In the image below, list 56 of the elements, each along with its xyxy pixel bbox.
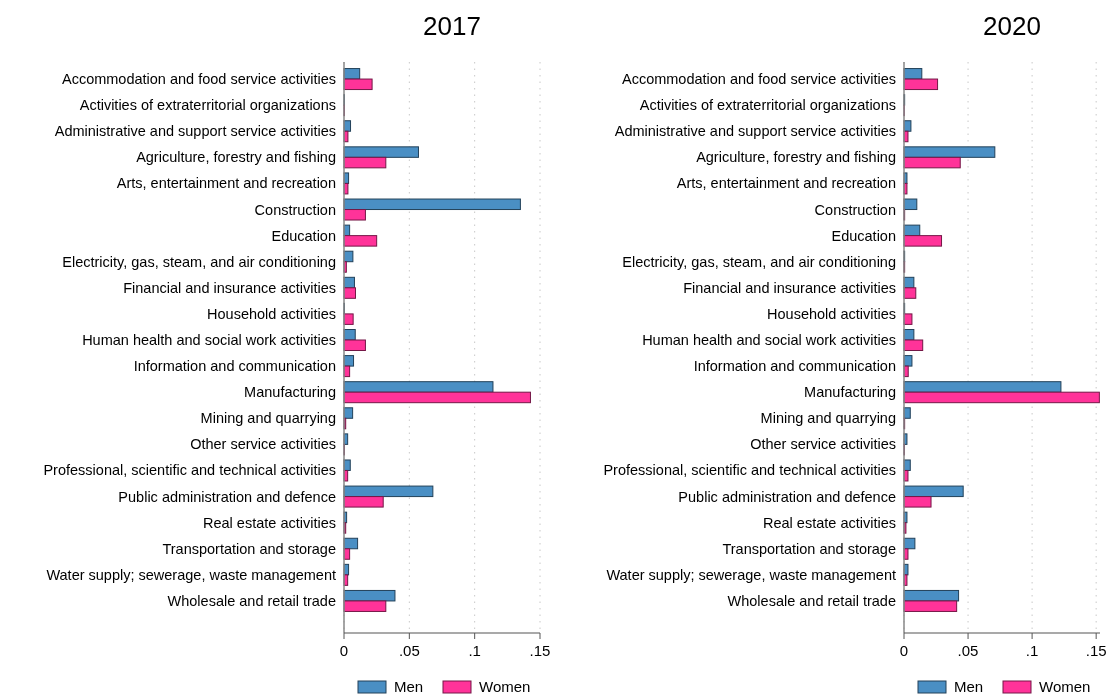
y-tick-label: Arts, entertainment and recreation [116,175,336,192]
y-tick-label: Household activities [767,305,896,322]
x-tick-label: .05 [957,642,979,659]
y-tick-label: Education [271,227,336,244]
y-tick-label: Transportation and storage [722,540,896,557]
y-tick-label: Activities of extraterritorial organizations [639,97,896,114]
chart-title: 2020 [983,11,1041,41]
y-tick-label: Human health and social work activities [82,332,336,348]
y-tick-label: Professional, scientific and technical activities [43,462,336,479]
x-tick-label: .15 [1085,642,1107,659]
y-tick-label: Water supply; sewerage, waste management [606,566,896,583]
y-tick-label: Wholesale and retail trade [167,592,336,609]
y-tick-label: Water supply; sewerage, waste management [46,566,336,583]
y-tick-label: Electricity, gas, steam, and air conditioning [622,253,896,270]
y-tick-label: Human health and social work activities [642,332,896,348]
y-tick-label: Construction [814,201,896,218]
y-tick-label: Transportation and storage [162,540,336,557]
y-tick-label: Administrative and support service activities [614,123,896,140]
y-tick-label: Public administration and defence [678,488,896,505]
y-tick-label: Real estate activities [203,514,336,531]
y-tick-label: Wholesale and retail trade [727,592,896,609]
legend-label: Women [479,678,531,695]
y-tick-label: Accommodation and food service activities [61,71,336,88]
y-tick-label: Professional, scientific and technical activities [603,462,896,479]
x-tick-label: .05 [398,642,420,659]
y-tick-label: Manufacturing [804,384,896,401]
y-tick-label: Mining and quarrying [760,410,896,427]
x-tick-label: 0 [339,642,349,659]
y-tick-label: Financial and insurance activities [123,279,336,296]
y-tick-label: Activities of extraterritorial organizations [79,97,336,114]
y-tick-label: Electricity, gas, steam, and air conditioning [62,253,336,270]
y-tick-label: Agriculture, forestry and fishing [136,149,336,166]
x-tick-label: 0 [899,642,909,659]
y-tick-label: Other service activities [190,436,336,453]
y-tick-label: Information and communication [133,358,336,375]
y-tick-label: Financial and insurance activities [683,279,896,296]
y-tick-label: Other service activities [750,436,896,453]
y-tick-label: Household activities [207,305,336,322]
y-tick-label: Arts, entertainment and recreation [676,175,896,192]
legend-label: Men [394,678,424,695]
x-tick-label: .15 [529,642,551,659]
x-tick-label: .1 [1025,642,1039,659]
y-tick-label: Agriculture, forestry and fishing [696,149,896,166]
y-tick-label: Accommodation and food service activities [621,71,896,88]
y-tick-label: Mining and quarrying [200,410,336,427]
chart-title: 2017 [423,11,481,41]
y-tick-label: Information and communication [693,358,896,375]
legend-label: Women [1039,678,1091,695]
y-tick-label: Education [831,227,896,244]
y-tick-label: Real estate activities [763,514,896,531]
y-tick-label: Manufacturing [244,384,336,401]
y-tick-label: Public administration and defence [118,488,336,505]
y-tick-label: Construction [254,201,336,218]
x-tick-label: .1 [468,642,481,659]
y-tick-label: Administrative and support service activities [54,123,336,140]
legend-label: Men [954,678,984,695]
